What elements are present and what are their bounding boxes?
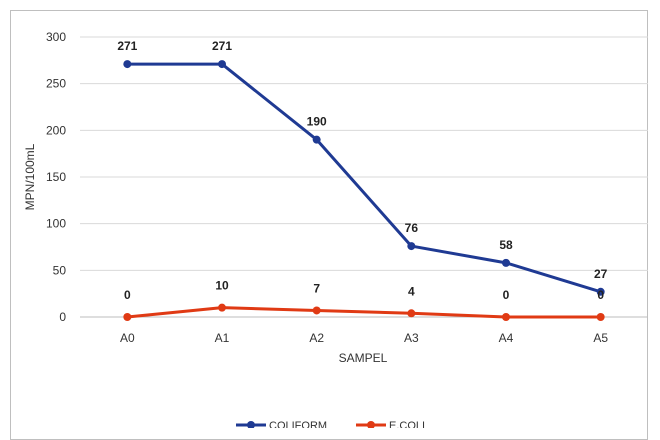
data-label: 10 bbox=[215, 279, 229, 293]
data-label: 0 bbox=[124, 288, 131, 302]
data-point bbox=[123, 313, 132, 321]
data-label: 4 bbox=[408, 284, 415, 298]
y-tick-labels: 0 50 100 150 200 250 300 bbox=[46, 30, 66, 324]
y-tick-label: 300 bbox=[46, 30, 66, 44]
series-lines bbox=[123, 60, 605, 321]
y-tick-label: 200 bbox=[46, 123, 66, 137]
data-label: 0 bbox=[597, 288, 604, 302]
data-point bbox=[312, 135, 321, 144]
x-tick-label: A3 bbox=[404, 331, 419, 345]
data-label: 190 bbox=[307, 115, 327, 129]
x-tick-labels: A0 A1 A2 A3 A4 A5 bbox=[120, 331, 608, 345]
data-label: 58 bbox=[499, 238, 513, 252]
legend-label: COLIFORM bbox=[269, 420, 327, 428]
data-label: 76 bbox=[405, 221, 419, 235]
x-tick-label: A5 bbox=[593, 331, 608, 345]
series-line-coliform bbox=[127, 62, 602, 294]
data-point bbox=[596, 313, 605, 321]
x-tick-label: A1 bbox=[215, 331, 230, 345]
legend-entry: E.COLI bbox=[356, 420, 425, 428]
data-point bbox=[218, 60, 226, 69]
data-point bbox=[312, 306, 321, 315]
data-label: 271 bbox=[212, 39, 232, 53]
x-tick-label: A2 bbox=[309, 331, 324, 345]
data-label: 27 bbox=[594, 267, 608, 281]
y-tick-label: 100 bbox=[46, 217, 66, 231]
data-point bbox=[407, 242, 416, 251]
data-label: 0 bbox=[503, 288, 510, 302]
data-point bbox=[218, 303, 226, 312]
y-tick-label: 0 bbox=[59, 310, 66, 324]
x-tick-label: A0 bbox=[120, 331, 135, 345]
x-tick-label: A4 bbox=[499, 331, 514, 345]
data-point bbox=[123, 60, 132, 69]
data-point bbox=[502, 313, 510, 321]
x-axis-title: SAMPEL bbox=[339, 351, 388, 365]
y-tick-label: 150 bbox=[46, 170, 66, 184]
chart-frame bbox=[10, 10, 648, 440]
legend-swatch-marker bbox=[247, 421, 255, 428]
legend: COLIFORM E.COLI bbox=[236, 420, 425, 428]
data-labels: 271 271 190 76 58 27 0 10 7 4 0 0 bbox=[117, 39, 607, 302]
data-label: 271 bbox=[117, 39, 137, 53]
gridlines bbox=[80, 36, 648, 318]
data-label: 7 bbox=[313, 281, 320, 295]
data-point bbox=[407, 309, 416, 318]
y-axis-title: MPN/100mL bbox=[23, 143, 37, 210]
data-point bbox=[596, 287, 605, 296]
series-line-e-coli bbox=[127, 306, 601, 319]
y-tick-label: 50 bbox=[53, 263, 67, 277]
legend-label: E.COLI bbox=[389, 420, 425, 428]
data-point bbox=[502, 258, 510, 267]
y-tick-label: 250 bbox=[46, 77, 66, 91]
legend-entry: COLIFORM bbox=[236, 420, 327, 428]
legend-swatch-marker bbox=[367, 421, 375, 428]
